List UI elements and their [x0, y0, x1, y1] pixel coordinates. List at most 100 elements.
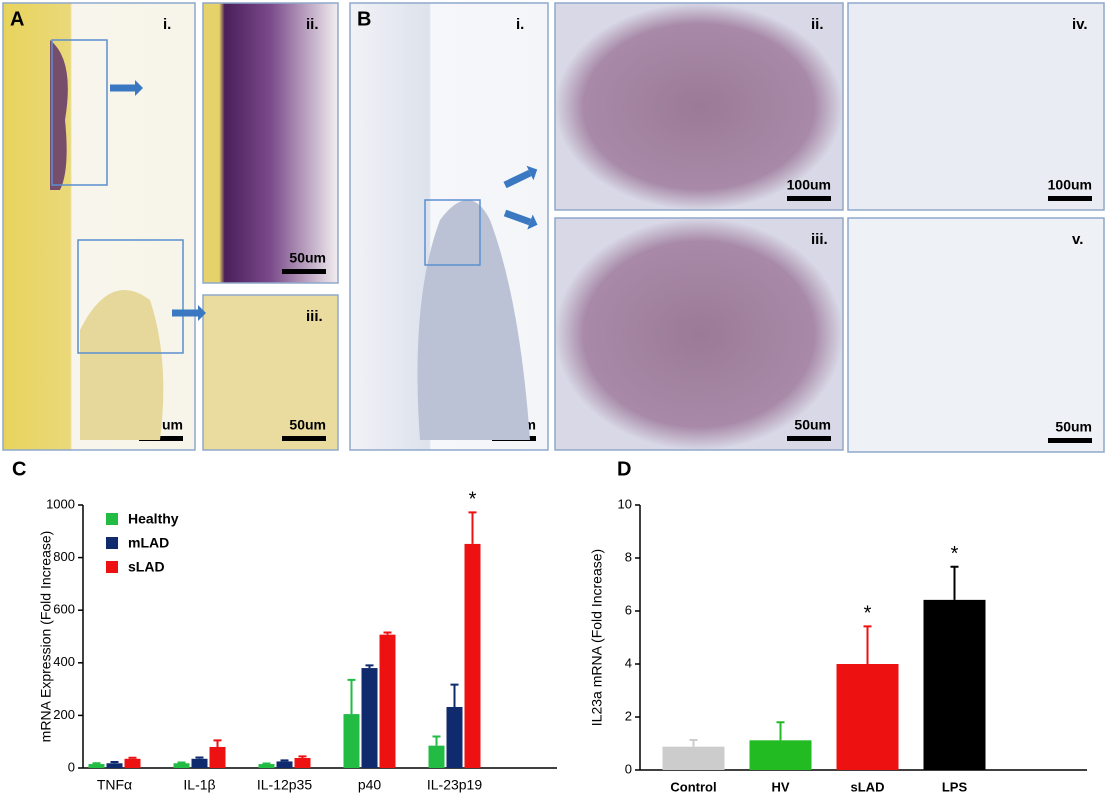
inset-box — [424, 199, 481, 266]
x-tick-label: IL-12p35 — [257, 777, 312, 793]
panel-letter: C — [12, 458, 26, 480]
bar — [209, 746, 226, 768]
error-bar — [689, 739, 698, 747]
arrow — [503, 209, 532, 226]
error-bar — [213, 739, 222, 747]
scale-label: 100um — [1048, 177, 1092, 193]
bar — [173, 763, 190, 768]
error-bar — [432, 735, 441, 746]
error-bar — [280, 759, 289, 762]
x-tick-label: HV — [771, 779, 789, 794]
error-bar — [365, 664, 374, 669]
y-tick-label: 0 — [625, 761, 632, 776]
image-view — [554, 217, 844, 451]
image-view — [847, 217, 1105, 453]
scale-label: 50um — [289, 250, 326, 266]
bar — [191, 758, 208, 768]
bar — [428, 745, 445, 768]
error-bar — [468, 511, 477, 544]
error-bar — [110, 760, 119, 764]
arrow-head — [198, 305, 206, 321]
view-label: ii. — [306, 16, 319, 33]
arrow — [503, 169, 532, 189]
legend-swatch — [106, 561, 118, 573]
tissue — [80, 290, 164, 440]
scale-bar — [1048, 196, 1092, 201]
bar — [343, 714, 360, 768]
bar — [379, 634, 396, 768]
y-tick-label: 2 — [625, 708, 632, 723]
bar — [446, 706, 463, 768]
error-bar — [383, 631, 392, 635]
panel-letter: D — [617, 458, 631, 480]
arrow-head — [527, 214, 538, 230]
x-tick-label: sLAD — [851, 779, 885, 794]
bar — [106, 763, 123, 768]
bar — [749, 740, 812, 770]
y-tick-label: 1000 — [46, 496, 75, 511]
y-tick-label: 200 — [53, 707, 75, 722]
scale-label: 100um — [787, 177, 831, 193]
error-bar — [298, 755, 307, 759]
scale-bar — [787, 196, 831, 201]
error-bar — [128, 756, 137, 759]
bar — [276, 761, 293, 768]
scale-bar — [282, 269, 326, 274]
y-tick-label: 10 — [618, 496, 632, 511]
x-tick-label: Control — [670, 779, 716, 794]
y-tick-label: 8 — [625, 549, 632, 564]
error-bar — [776, 721, 785, 741]
view-label: iv. — [1072, 16, 1088, 33]
bar — [836, 664, 899, 770]
legend-swatch — [106, 513, 118, 525]
legend-swatch — [106, 537, 118, 549]
x-tick-label: LPS — [942, 779, 968, 794]
bar — [662, 746, 725, 770]
bar — [923, 599, 986, 770]
bar — [124, 758, 141, 768]
image-view — [202, 2, 339, 284]
scale-label: 50um — [1055, 419, 1092, 435]
y-tick-label: 4 — [625, 655, 632, 670]
scale-label: 50um — [289, 417, 326, 433]
y-tick-label: 600 — [53, 602, 75, 617]
error-bar — [863, 625, 872, 664]
bar — [258, 764, 275, 768]
tissue — [417, 200, 530, 440]
annotation: * — [864, 603, 872, 625]
x-tick-label: IL-1β — [183, 777, 215, 793]
image-view — [554, 2, 844, 211]
legend-label: sLAD — [128, 559, 165, 575]
y-tick-label: 400 — [53, 654, 75, 669]
image-view — [847, 2, 1105, 211]
y-tick-label: 6 — [625, 602, 632, 617]
scale-label: 50um — [794, 417, 831, 433]
scale-bar — [787, 436, 831, 441]
scale-bar — [139, 436, 183, 441]
panel-letter: B — [357, 8, 371, 30]
y-axis-label: IL23a mRNA (Fold Increase) — [589, 549, 605, 726]
error-bar — [950, 565, 959, 600]
arrow-head — [135, 80, 143, 96]
legend-label: mLAD — [128, 535, 169, 551]
image-view — [202, 294, 339, 451]
inset-box — [77, 239, 184, 354]
bar — [361, 668, 378, 768]
x-tick-label: TNFα — [97, 777, 132, 793]
tissue — [50, 40, 68, 190]
annotation: * — [951, 543, 959, 565]
x-tick-label: p40 — [358, 777, 382, 793]
error-bar — [92, 762, 101, 765]
error-bar — [450, 683, 459, 707]
x-tick-label: IL-23p19 — [427, 777, 482, 793]
scale-bar — [282, 436, 326, 441]
view-label: iii. — [306, 308, 323, 325]
arrow-head — [526, 165, 538, 181]
bar — [88, 764, 105, 768]
view-label: v. — [1072, 231, 1083, 248]
legend-label: Healthy — [128, 511, 179, 527]
view-label: iii. — [811, 231, 828, 248]
y-tick-label: 0 — [68, 759, 75, 774]
view-label: ii. — [811, 16, 824, 33]
